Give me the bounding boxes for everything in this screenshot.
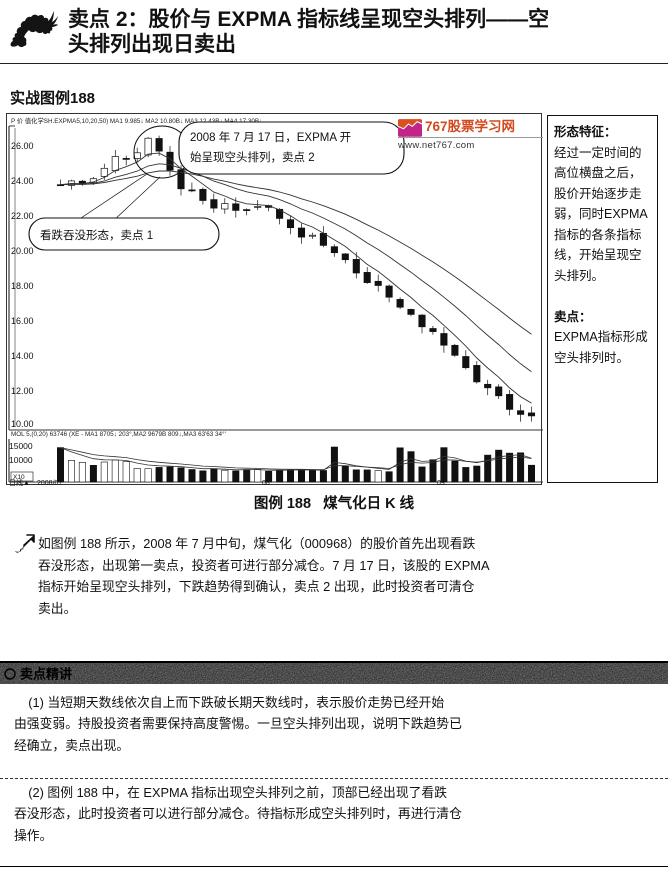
svg-text:16.00: 16.00 [11,316,34,326]
svg-text:26.00: 26.00 [11,141,34,151]
svg-text:2008 年 7 月 17 日，EXPMA 开: 2008 年 7 月 17 日，EXPMA 开 [190,130,351,144]
svg-text:看跌吞没形态，卖点 1: 看跌吞没形态，卖点 1 [40,228,153,242]
svg-text:日线▲: 日线▲ [9,478,30,486]
svg-text:15000: 15000 [9,441,33,451]
svg-text:2008/07: 2008/07 [37,480,62,486]
svg-text:22.00: 22.00 [11,211,34,221]
svg-text:12.00: 12.00 [11,386,34,396]
svg-text:24.00: 24.00 [11,176,34,186]
svg-text:MOL 5,(0,20) 63746 (XE - MA1: MOL 5,(0,20) 63746 (XE - MA1 8705↓ 203°,… [11,430,226,438]
svg-text:14.00: 14.00 [11,351,34,361]
svg-text:始呈现空头排列，卖点 2: 始呈现空头排列，卖点 2 [190,150,315,164]
svg-text:卖点精讲: 卖点精讲 [20,667,72,682]
svg-text:10000: 10000 [9,455,33,465]
svg-text:18.00: 18.00 [11,281,34,291]
svg-text:20.00: 20.00 [11,246,34,256]
svg-text:09: 09 [437,480,445,486]
svg-text:08: 08 [262,480,270,486]
svg-text:10.00: 10.00 [11,419,34,429]
